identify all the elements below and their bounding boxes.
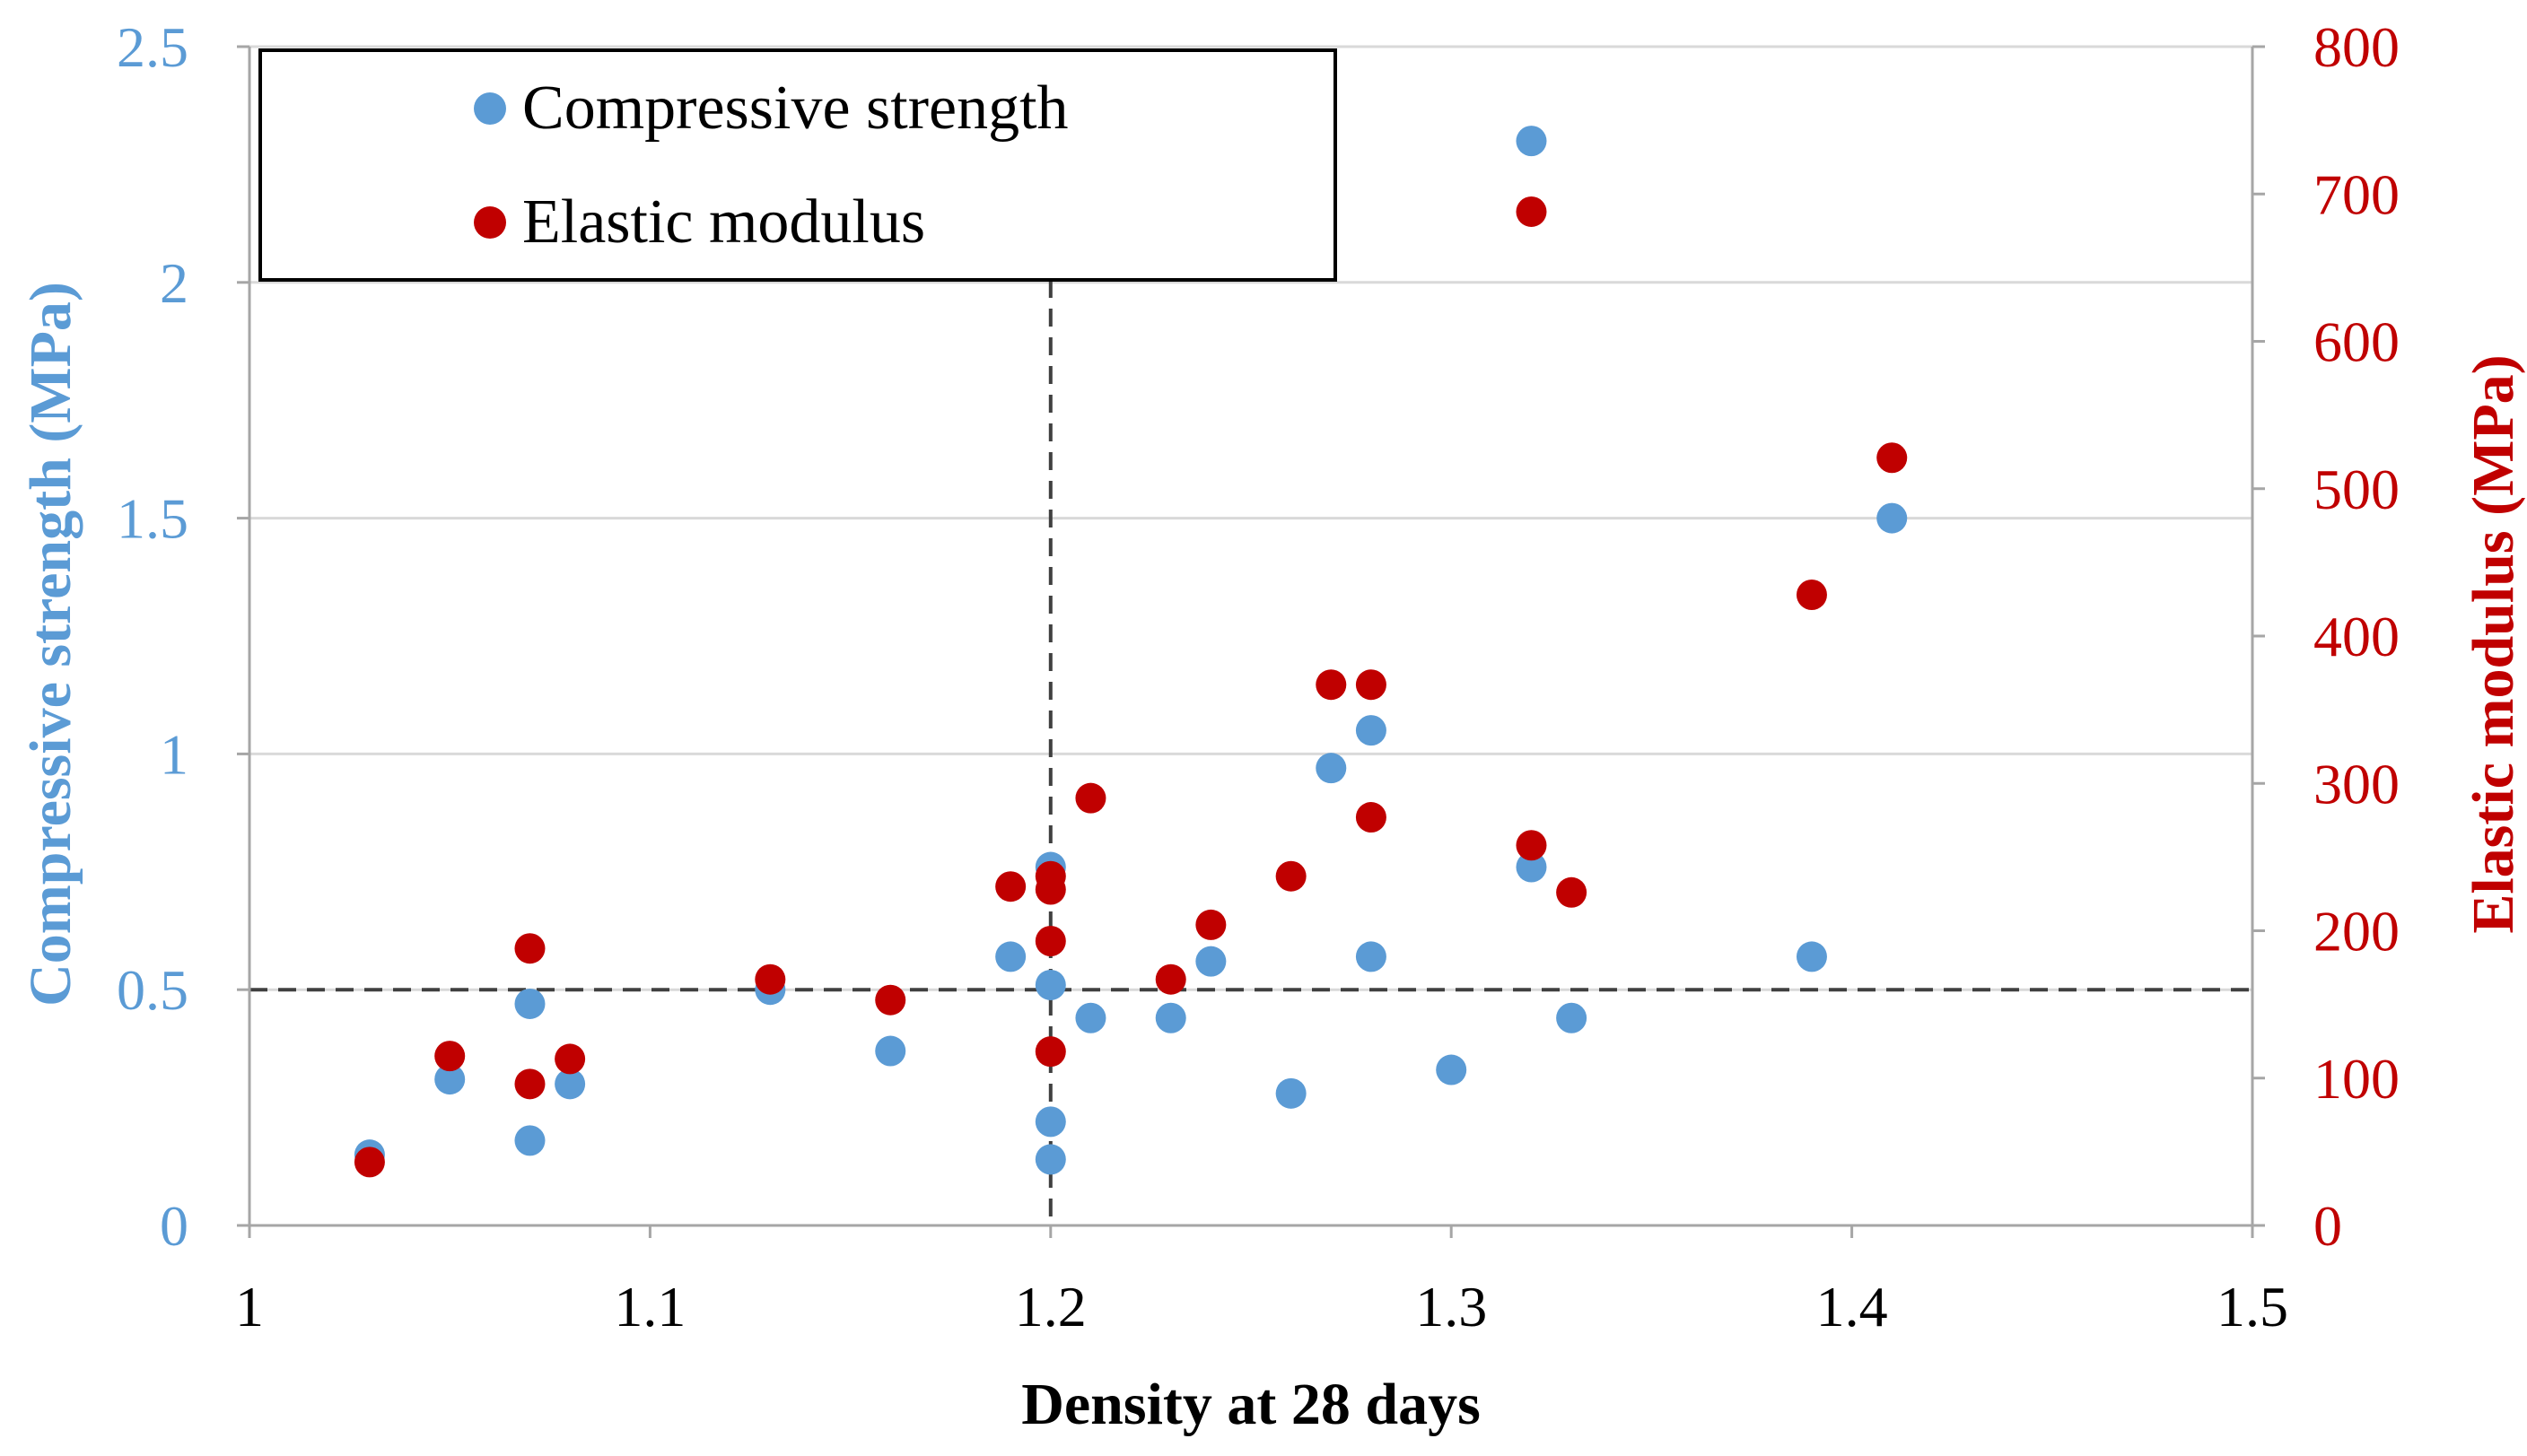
y-right-tick-label: 0 bbox=[2313, 1194, 2342, 1258]
elastic-modulus-point bbox=[1316, 669, 1347, 701]
elastic-modulus-point bbox=[1796, 580, 1827, 611]
elastic-modulus-point bbox=[434, 1041, 466, 1072]
y-left-tick-label: 1 bbox=[160, 722, 188, 786]
compressive-strength-point bbox=[1155, 1002, 1186, 1033]
compressive-strength-point bbox=[1556, 1002, 1587, 1033]
legend-marker-elastic-modulus bbox=[474, 206, 506, 239]
elastic-modulus-point bbox=[1275, 860, 1307, 892]
x-tick-label: 1.2 bbox=[1015, 1275, 1087, 1338]
elastic-modulus-point bbox=[514, 1068, 546, 1100]
compressive-strength-point bbox=[1035, 1106, 1066, 1138]
tick-labels: 1 1.1 1.2 1.3 1.4 1.5 0 0.5 1 1.5 2 2.5 0 100 200 300 40… bbox=[117, 15, 2400, 1338]
y-right-tick-label: 500 bbox=[2313, 458, 2400, 521]
x-tick-label: 1.5 bbox=[2217, 1275, 2288, 1338]
y-left-tick-label: 2.5 bbox=[117, 15, 188, 79]
compressive-strength-point bbox=[1275, 1077, 1307, 1109]
compressive-strength-point bbox=[1876, 502, 1908, 534]
y-right-tick-label: 700 bbox=[2313, 162, 2400, 226]
compressive-strength-point bbox=[1355, 715, 1386, 746]
y-right-tick-label: 400 bbox=[2313, 605, 2400, 668]
y-left-tick-label: 0.5 bbox=[117, 958, 188, 1022]
compressive-strength-point bbox=[995, 941, 1027, 972]
x-tick-label: 1.4 bbox=[1816, 1275, 1888, 1338]
legend: Compressive strength Elastic modulus bbox=[258, 48, 1337, 282]
y-right-tick-label: 100 bbox=[2313, 1047, 2400, 1111]
elastic-modulus-point bbox=[1195, 909, 1227, 940]
elastic-modulus-point bbox=[875, 984, 906, 1016]
y-right-tick-label: 800 bbox=[2313, 15, 2400, 79]
elastic-modulus-point bbox=[1556, 876, 1587, 908]
legend-label-elastic-modulus: Elastic modulus bbox=[522, 187, 925, 257]
compressive-strength-point bbox=[1195, 946, 1227, 977]
compressive-strength-point bbox=[514, 988, 546, 1019]
elastic-modulus-point bbox=[1516, 830, 1547, 861]
elastic-modulus-point bbox=[514, 933, 546, 964]
x-tick-label: 1.1 bbox=[614, 1275, 686, 1338]
elastic-modulus-point bbox=[1075, 782, 1106, 814]
compressive-strength-point bbox=[434, 1064, 466, 1095]
compressive-strength-point bbox=[1035, 1144, 1066, 1175]
elastic-modulus-point bbox=[995, 871, 1027, 902]
x-axis-title: Density at 28 days bbox=[1021, 1372, 1481, 1437]
elastic-modulus-point bbox=[1155, 963, 1186, 995]
elastic-modulus-point bbox=[1876, 442, 1908, 474]
compressive-strength-point bbox=[1316, 753, 1347, 784]
y-axis-title-left: Compressive strength (MPa) bbox=[18, 282, 83, 1007]
y-axis-title-right: Elastic modulus (MPa) bbox=[2461, 354, 2526, 933]
elastic-modulus-point bbox=[1035, 1036, 1066, 1068]
elastic-modulus-point bbox=[555, 1043, 586, 1075]
elastic-modulus-point bbox=[755, 963, 786, 995]
y-left-tick-label: 1.5 bbox=[117, 487, 188, 551]
y-right-tick-label: 200 bbox=[2313, 900, 2400, 963]
y-right-tick-label: 300 bbox=[2313, 752, 2400, 815]
compressive-strength-point bbox=[1516, 851, 1547, 883]
y-right-tick-label: 600 bbox=[2313, 310, 2400, 374]
y-left-tick-label: 2 bbox=[160, 251, 188, 315]
compressive-strength-point bbox=[875, 1035, 906, 1067]
elastic-modulus-point bbox=[1355, 802, 1386, 833]
compressive-strength-point bbox=[1035, 969, 1066, 1000]
legend-box bbox=[258, 48, 1337, 282]
elastic-modulus-point bbox=[1355, 669, 1386, 701]
compressive-strength-point bbox=[1796, 941, 1827, 972]
compressive-strength-point bbox=[1516, 126, 1547, 157]
y-left-tick-label: 0 bbox=[160, 1194, 188, 1258]
compressive-strength-point bbox=[1355, 941, 1386, 972]
legend-label-compressive-strength: Compressive strength bbox=[522, 74, 1069, 143]
elastic-modulus-point bbox=[1035, 925, 1066, 956]
data-points bbox=[354, 126, 1908, 1178]
elastic-modulus-point bbox=[354, 1146, 385, 1178]
elastic-modulus-point bbox=[1516, 196, 1547, 227]
legend-marker-compressive-strength bbox=[474, 92, 506, 125]
elastic-modulus-point bbox=[1035, 874, 1066, 905]
x-tick-label: 1 bbox=[235, 1275, 264, 1338]
x-tick-label: 1.3 bbox=[1415, 1275, 1487, 1338]
compressive-strength-point bbox=[1436, 1054, 1467, 1085]
compressive-strength-point bbox=[514, 1125, 546, 1156]
axes bbox=[237, 45, 2265, 1238]
compressive-strength-point bbox=[555, 1068, 586, 1100]
reference-lines bbox=[249, 280, 2252, 1225]
compressive-strength-point bbox=[1075, 1002, 1106, 1033]
